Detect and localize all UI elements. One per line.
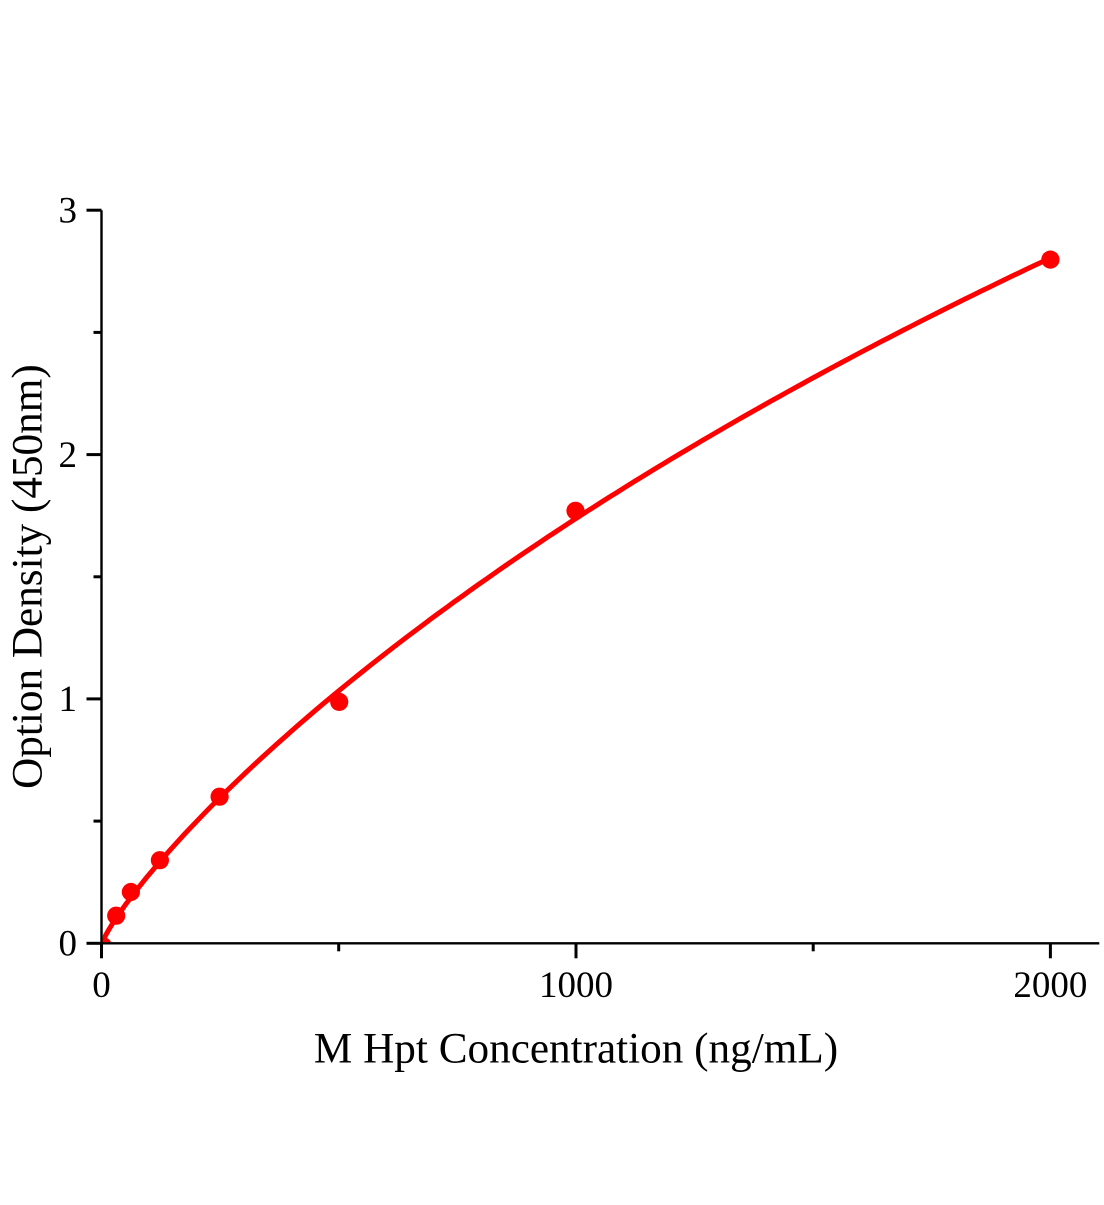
svg-text:1: 1 <box>59 679 78 720</box>
svg-text:1000: 1000 <box>539 965 613 1006</box>
svg-text:3: 3 <box>59 190 78 231</box>
svg-text:2000: 2000 <box>1013 965 1087 1006</box>
svg-text:2: 2 <box>59 435 78 476</box>
svg-text:M Hpt Concentration (ng/mL): M Hpt Concentration (ng/mL) <box>314 1025 838 1072</box>
svg-text:Option Density (450nm): Option Density (450nm) <box>4 364 51 789</box>
svg-text:0: 0 <box>59 924 78 965</box>
svg-text:0: 0 <box>92 965 111 1006</box>
